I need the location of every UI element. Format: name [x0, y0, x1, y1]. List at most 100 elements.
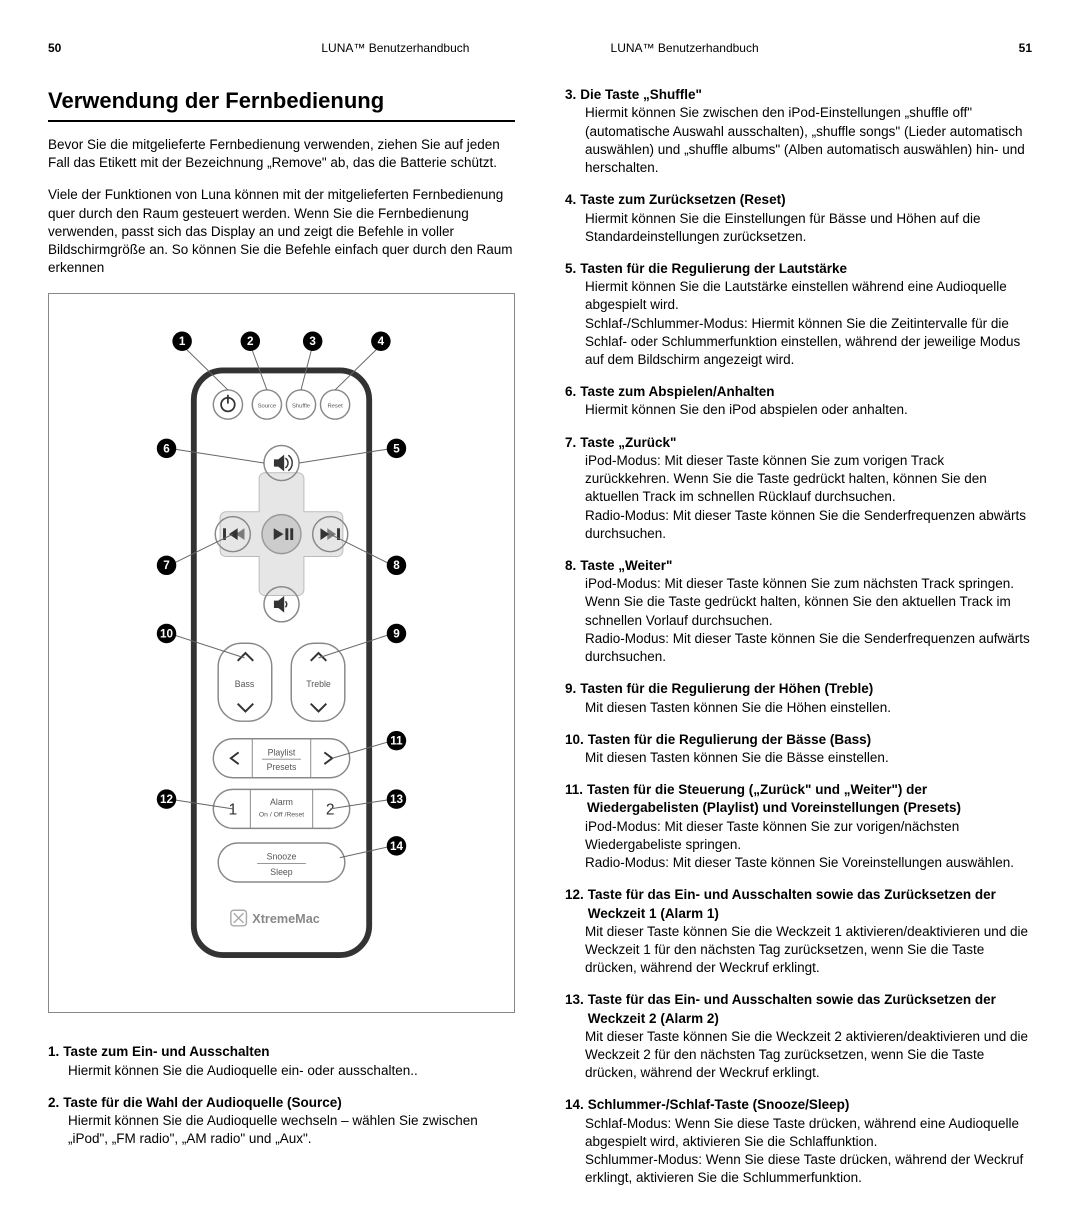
- item-number: 8.: [565, 557, 576, 575]
- list-item: 1.Taste zum Ein- und AusschaltenHiermit …: [48, 1043, 515, 1079]
- bass-label: Bass: [235, 680, 255, 690]
- list-item: 10.Tasten für die Regulierung der Bässe …: [565, 731, 1032, 767]
- svg-text:1: 1: [179, 336, 186, 349]
- item-title: Schlummer-/Schlaf-Taste (Snooze/Sleep): [588, 1096, 850, 1114]
- item-title: Taste „Weiter": [580, 557, 672, 575]
- volume-down-icon: [275, 598, 287, 612]
- item-desc-extra: Schlaf-/Schlummer-Modus: Hiermit können …: [585, 315, 1032, 370]
- item-number: 1.: [48, 1043, 59, 1061]
- item-desc: Hiermit können Sie die Audioquelle wechs…: [68, 1112, 515, 1148]
- item-title: Taste zum Ein- und Ausschalten: [63, 1043, 269, 1061]
- list-item: 13.Taste für das Ein- und Ausschalten so…: [565, 991, 1032, 1082]
- section-heading: Verwendung der Fernbedienung: [48, 86, 515, 116]
- intro-para-1: Bevor Sie die mitgelieferte Fernbedienun…: [48, 136, 515, 172]
- alarm-2-label: 2: [326, 802, 335, 819]
- item-title: Taste für das Ein- und Ausschalten sowie…: [588, 991, 1032, 1027]
- item-title: Tasten für die Regulierung der Höhen (Tr…: [580, 680, 873, 698]
- playlist-next-icon: [324, 753, 332, 765]
- item-number: 10.: [565, 731, 584, 749]
- brand-logo-icon: [231, 911, 247, 927]
- item-number: 14.: [565, 1096, 584, 1114]
- remote-svg: Source Shuffle Reset: [67, 312, 496, 994]
- item-desc-extra: Radio-Modus: Mit dieser Taste können Sie…: [585, 630, 1032, 666]
- page-number-right: 51: [1019, 40, 1032, 56]
- item-desc: Hiermit können Sie zwischen den iPod-Ein…: [585, 104, 1032, 177]
- item-number: 5.: [565, 260, 576, 278]
- page-header-left: 50 LUNA™ Benutzerhandbuch: [48, 40, 469, 56]
- svg-text:7: 7: [163, 560, 170, 573]
- list-item: 8.Taste „Weiter"iPod-Modus: Mit dieser T…: [565, 557, 1032, 666]
- snooze-label-1: Snooze: [267, 852, 297, 862]
- alarm-label-2: On / Off /Reset: [259, 812, 304, 819]
- item-number: 2.: [48, 1094, 59, 1112]
- header-title-right: LUNA™ Benutzerhandbuch: [611, 40, 759, 56]
- page-number-left: 50: [48, 40, 61, 56]
- svg-text:11: 11: [390, 735, 403, 748]
- item-number: 9.: [565, 680, 576, 698]
- shuffle-label: Shuffle: [292, 404, 310, 410]
- item-number: 12.: [565, 886, 584, 922]
- svg-text:5: 5: [393, 443, 400, 456]
- treble-label: Treble: [306, 680, 331, 690]
- item-title: Taste für die Wahl der Audioquelle (Sour…: [63, 1094, 342, 1112]
- svg-text:3: 3: [309, 336, 316, 349]
- power-button: [213, 390, 242, 419]
- right-column: 3.Die Taste „Shuffle"Hiermit können Sie …: [565, 86, 1032, 1201]
- list-item: 11.Tasten für die Steuerung („Zurück" un…: [565, 781, 1032, 872]
- svg-text:12: 12: [160, 793, 174, 806]
- item-number: 4.: [565, 191, 576, 209]
- item-desc: iPod-Modus: Mit dieser Taste können Sie …: [585, 818, 1032, 854]
- item-desc: Hiermit können Sie den iPod abspielen od…: [585, 401, 908, 419]
- svg-text:9: 9: [393, 628, 400, 641]
- item-desc: iPod-Modus: Mit dieser Taste können Sie …: [585, 452, 1032, 507]
- list-item: 5.Tasten für die Regulierung der Lautstä…: [565, 260, 1032, 369]
- source-label: Source: [258, 404, 276, 410]
- svg-text:10: 10: [160, 628, 174, 641]
- list-item: 6.Taste zum Abspielen/AnhaltenHiermit kö…: [565, 383, 1032, 419]
- page-headers: 50 LUNA™ Benutzerhandbuch LUNA™ Benutzer…: [48, 40, 1032, 56]
- item-number: 11.: [565, 781, 583, 817]
- item-desc-extra: Schlummer-Modus: Wenn Sie diese Taste dr…: [585, 1151, 1032, 1187]
- item-desc: Mit diesen Tasten können Sie die Höhen e…: [585, 699, 891, 717]
- left-item-list: 1.Taste zum Ein- und Ausschalten Hiermit …: [48, 1043, 515, 1148]
- reset-label: Reset: [327, 404, 343, 410]
- item-number: 13.: [565, 991, 584, 1027]
- playlist-prev-icon: [231, 753, 239, 765]
- svg-text:13: 13: [390, 793, 404, 806]
- item-title: Taste zum Abspielen/Anhalten: [580, 383, 774, 401]
- power-icon: [221, 395, 235, 412]
- treble-down-icon: [311, 704, 327, 712]
- svg-text:2: 2: [247, 336, 254, 349]
- item-desc: Mit diesen Tasten können Sie die Bässe e…: [585, 749, 889, 767]
- volume-up-icon: [275, 456, 293, 472]
- svg-text:6: 6: [163, 443, 170, 456]
- alarm-label-1: Alarm: [270, 797, 293, 807]
- list-item: 3.Die Taste „Shuffle"Hiermit können Sie …: [565, 86, 1032, 177]
- item-title: Taste für das Ein- und Ausschalten sowie…: [588, 886, 1032, 922]
- remote-diagram: Source Shuffle Reset: [48, 293, 515, 1013]
- item-title: Tasten für die Steuerung („Zurück" und „…: [587, 781, 1032, 817]
- item-title: Die Taste „Shuffle": [580, 86, 702, 104]
- item-desc: Schlaf-Modus: Wenn Sie diese Taste drück…: [585, 1115, 1032, 1151]
- item-desc: Mit dieser Taste können Sie die Weckzeit…: [585, 1028, 1032, 1083]
- item-number: 7.: [565, 434, 576, 452]
- treble-up-icon: [311, 653, 327, 661]
- item-title: Tasten für die Regulierung der Bässe (Ba…: [588, 731, 871, 749]
- item-desc: iPod-Modus: Mit dieser Taste können Sie …: [585, 575, 1032, 630]
- bass-down-icon: [238, 704, 254, 712]
- header-title-left: LUNA™ Benutzerhandbuch: [321, 40, 469, 56]
- list-item: 2.Taste für die Wahl der Audioquelle (So…: [48, 1094, 515, 1149]
- intro-para-2: Viele der Funktionen von Luna können mit…: [48, 186, 515, 277]
- playlist-label-1: Playlist: [268, 748, 296, 758]
- item-number: 3.: [565, 86, 576, 104]
- item-desc-extra: Radio-Modus: Mit dieser Taste können Sie…: [585, 507, 1032, 543]
- svg-text:8: 8: [393, 560, 400, 573]
- list-item: 7.Taste „Zurück"iPod-Modus: Mit dieser T…: [565, 434, 1032, 543]
- snooze-label-2: Sleep: [270, 868, 293, 878]
- alarm-1-label: 1: [228, 802, 237, 819]
- right-item-list: 3.Die Taste „Shuffle"Hiermit können Sie …: [565, 86, 1032, 1187]
- page-header-right: LUNA™ Benutzerhandbuch 51: [611, 40, 1032, 56]
- brand-text: XtremeMac: [252, 912, 320, 926]
- heading-rule: [48, 120, 515, 122]
- item-number: 6.: [565, 383, 576, 401]
